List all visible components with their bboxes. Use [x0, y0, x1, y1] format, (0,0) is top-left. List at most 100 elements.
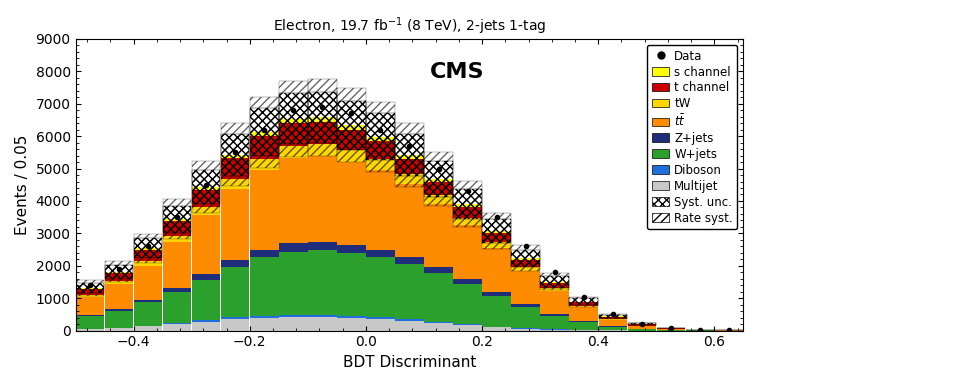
Bar [221, 317, 250, 319]
Bar [482, 296, 511, 326]
Bar [512, 306, 540, 328]
Bar [366, 137, 395, 141]
Bar [163, 199, 191, 239]
Bar [482, 242, 511, 248]
Bar [424, 323, 453, 331]
Bar [540, 276, 569, 288]
Bar [366, 159, 395, 170]
Bar [279, 159, 307, 243]
Bar [424, 152, 453, 206]
Bar [192, 321, 221, 331]
Bar [163, 221, 191, 236]
Bar [569, 322, 598, 330]
Bar [279, 243, 307, 252]
Bar [105, 265, 133, 279]
Bar [598, 314, 627, 319]
Bar [192, 208, 221, 215]
Bar [569, 306, 598, 307]
Bar [424, 161, 453, 197]
Bar [163, 206, 191, 233]
Bar [105, 285, 133, 309]
Bar [105, 328, 133, 331]
Bar [279, 94, 307, 144]
Bar [221, 189, 250, 260]
Bar [482, 233, 511, 242]
Bar [337, 88, 366, 162]
Bar [250, 97, 278, 168]
Bar [105, 309, 133, 311]
Bar [366, 114, 395, 160]
Bar [453, 284, 482, 324]
Bar [250, 159, 278, 170]
Bar [221, 319, 250, 331]
Bar [396, 134, 423, 176]
Bar [540, 288, 569, 291]
Bar [308, 156, 337, 242]
Bar [279, 119, 307, 123]
Bar [308, 79, 337, 156]
Bar [76, 288, 105, 289]
Bar [76, 289, 105, 295]
Bar [424, 195, 453, 204]
Bar [337, 253, 366, 316]
Bar [76, 297, 105, 315]
Bar [512, 260, 540, 267]
Bar [250, 109, 278, 156]
Bar [105, 281, 133, 285]
X-axis label: BDT Discriminant: BDT Discriminant [343, 355, 476, 370]
Bar [133, 238, 162, 258]
Bar [569, 298, 598, 305]
Bar [598, 317, 627, 319]
Bar [598, 326, 627, 327]
Bar [221, 158, 250, 179]
Bar [192, 275, 221, 280]
Bar [337, 244, 366, 253]
Bar [424, 182, 453, 195]
Bar [192, 215, 221, 275]
Bar [279, 315, 307, 317]
Bar [482, 231, 511, 233]
Bar [308, 242, 337, 250]
Bar [308, 117, 337, 122]
Y-axis label: Events / 0.05: Events / 0.05 [15, 135, 30, 235]
Bar [366, 257, 395, 317]
Bar [540, 283, 569, 288]
Bar [221, 123, 250, 186]
Bar [133, 234, 162, 263]
Bar [657, 330, 685, 331]
Bar [453, 204, 482, 207]
Bar [540, 273, 569, 290]
Bar [512, 245, 540, 271]
Bar [540, 330, 569, 331]
Bar [396, 321, 423, 331]
Bar [424, 204, 453, 268]
Bar [279, 146, 307, 159]
Bar [424, 273, 453, 322]
Bar [396, 174, 423, 184]
Bar [133, 248, 162, 250]
Bar [76, 316, 105, 329]
Bar [250, 170, 278, 249]
Bar [366, 250, 395, 257]
Bar [540, 291, 569, 314]
Bar [396, 159, 423, 174]
Bar [453, 207, 482, 218]
Bar [337, 318, 366, 331]
Bar [308, 317, 337, 331]
Bar [337, 150, 366, 162]
Bar [337, 316, 366, 318]
Bar [482, 327, 511, 331]
Bar [133, 326, 162, 331]
Bar [337, 129, 366, 150]
Bar [482, 248, 511, 292]
Bar [628, 323, 656, 325]
Bar [308, 250, 337, 315]
Bar [279, 123, 307, 146]
Bar [163, 236, 191, 242]
Bar [366, 102, 395, 172]
Bar [366, 170, 395, 250]
Bar [628, 329, 656, 330]
Bar [569, 321, 598, 322]
Legend: Data, s channel, t channel, tW, $t\bar{t}$, Z+jets, W+jets, Diboson, Multijet, S: Data, s channel, t channel, tW, $t\bar{t… [647, 45, 737, 229]
Bar [133, 261, 162, 266]
